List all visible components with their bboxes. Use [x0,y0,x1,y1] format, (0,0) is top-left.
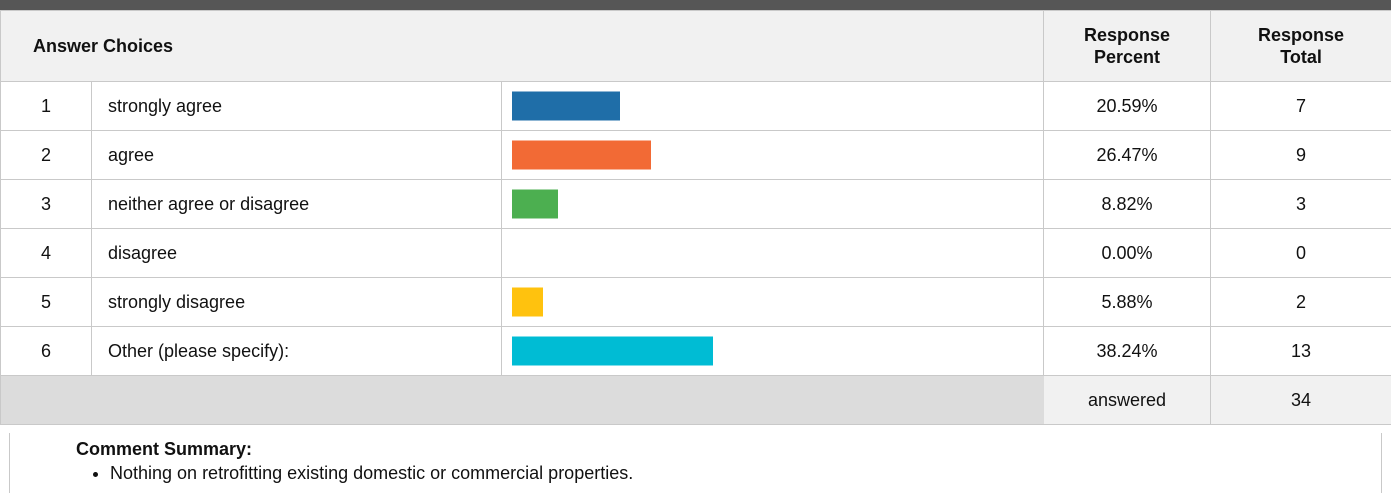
response-percent: 5.88% [1044,278,1211,327]
response-total: 13 [1211,327,1391,376]
answered-count: 34 [1211,376,1391,425]
bar-cell [502,327,1044,376]
answer-label: agree [92,131,502,180]
response-percent: 20.59% [1044,82,1211,131]
response-percent-header: Response Percent [1044,11,1211,82]
answer-label: Other (please specify): [92,327,502,376]
table-row: 1 strongly agree 20.59% 7 [1,82,1391,131]
row-number: 4 [1,229,92,278]
response-bar [512,337,713,366]
response-total: 9 [1211,131,1391,180]
row-number: 6 [1,327,92,376]
comment-item: Nothing on retrofitting existing domesti… [110,463,633,484]
survey-results-table: Answer Choices Response Percent Response… [0,10,1391,425]
footer-spacer [1,376,1044,425]
response-percent-header-line2: Percent [1094,47,1160,67]
response-percent: 38.24% [1044,327,1211,376]
response-percent: 26.47% [1044,131,1211,180]
answer-choices-header: Answer Choices [1,11,1044,82]
bar-cell [502,278,1044,327]
answer-label: strongly disagree [92,278,502,327]
response-bar [512,92,620,121]
row-number: 5 [1,278,92,327]
answer-label: neither agree or disagree [92,180,502,229]
comment-summary: Comment Summary: Nothing on retrofitting… [9,433,1382,493]
table-header-row: Answer Choices Response Percent Response… [1,11,1391,82]
response-total: 0 [1211,229,1391,278]
response-bar [512,288,543,317]
bar-cell [502,229,1044,278]
response-total-header-line2: Total [1280,47,1322,67]
table-row: 3 neither agree or disagree 8.82% 3 [1,180,1391,229]
comment-list: Nothing on retrofitting existing domesti… [80,463,633,484]
bar-cell [502,131,1044,180]
response-total: 2 [1211,278,1391,327]
response-total: 7 [1211,82,1391,131]
bar-cell [502,180,1044,229]
row-number: 3 [1,180,92,229]
answer-label: strongly agree [92,82,502,131]
table-row: 4 disagree 0.00% 0 [1,229,1391,278]
top-bar [0,0,1391,10]
answer-label: disagree [92,229,502,278]
response-total: 3 [1211,180,1391,229]
comment-summary-title: Comment Summary: [76,439,252,460]
response-total-header-line1: Response [1258,25,1344,45]
row-number: 2 [1,131,92,180]
response-percent: 0.00% [1044,229,1211,278]
response-percent: 8.82% [1044,180,1211,229]
table-row: 5 strongly disagree 5.88% 2 [1,278,1391,327]
answered-label: answered [1044,376,1211,425]
response-bar [512,190,558,219]
response-percent-header-line1: Response [1084,25,1170,45]
response-bar [512,141,651,170]
row-number: 1 [1,82,92,131]
bar-cell [502,82,1044,131]
response-total-header: Response Total [1211,11,1391,82]
answered-row: answered 34 [1,376,1391,425]
table-row: 6 Other (please specify): 38.24% 13 [1,327,1391,376]
table-row: 2 agree 26.47% 9 [1,131,1391,180]
